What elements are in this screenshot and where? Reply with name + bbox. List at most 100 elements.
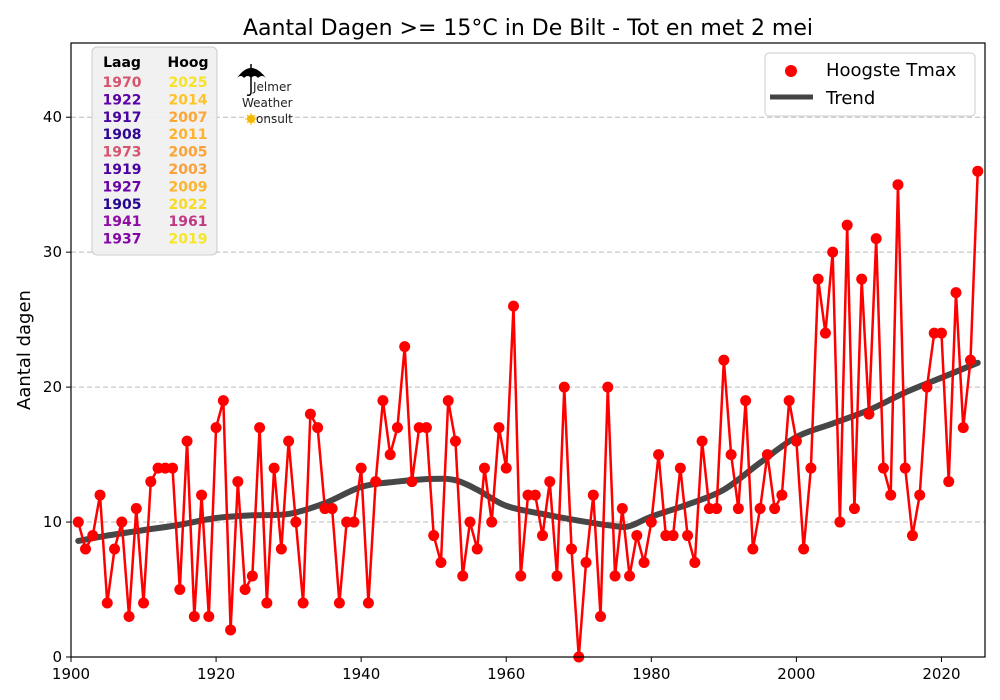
tmax-point <box>362 597 374 609</box>
tmax-point <box>566 543 578 555</box>
tmax-point <box>935 327 947 339</box>
tmax-point <box>957 422 969 434</box>
tmax-point <box>130 503 142 515</box>
legend: Hoogste Tmax Trend <box>764 52 976 117</box>
x-tick-label: 1980 <box>632 665 670 683</box>
tmax-point <box>595 611 607 623</box>
tmax-point <box>507 300 519 312</box>
legend-label-tmax: Hoogste Tmax <box>826 60 957 81</box>
tmax-point <box>790 435 802 447</box>
logo-line-1: Jelmer <box>252 80 291 94</box>
tmax-point <box>653 449 665 461</box>
tmax-point <box>116 516 128 528</box>
legend-label-trend: Trend <box>825 88 875 109</box>
tmax-point <box>348 516 360 528</box>
ranking-high-year: 2003 <box>169 162 208 178</box>
tmax-point <box>827 246 839 258</box>
ranking-header-low: Laag <box>103 55 141 71</box>
tmax-point <box>892 179 904 191</box>
tmax-point <box>391 422 403 434</box>
tmax-point <box>304 408 316 420</box>
ranking-high-year: 2007 <box>169 110 208 126</box>
grid-lines <box>71 116 985 523</box>
tmax-point <box>478 462 490 474</box>
tmax-point <box>667 530 679 542</box>
ranking-low-year: 1905 <box>103 197 142 213</box>
tmax-point <box>631 530 643 542</box>
ranking-low-year: 1927 <box>103 179 142 195</box>
tmax-point <box>145 476 157 488</box>
ranking-low-year: 1937 <box>103 232 142 248</box>
tmax-point <box>406 476 418 488</box>
tmax-point <box>428 530 440 542</box>
ranking-high-year: 2025 <box>169 75 208 91</box>
tmax-point <box>587 489 599 501</box>
tmax-point <box>377 395 389 407</box>
tmax-point <box>326 503 338 515</box>
trend-line <box>75 359 981 544</box>
tmax-point <box>384 449 396 461</box>
tmax-point <box>87 530 99 542</box>
tmax-point <box>181 435 193 447</box>
tmax-point <box>616 503 628 515</box>
tmax-point <box>109 543 121 555</box>
tmax-point <box>856 273 868 285</box>
tmax-point <box>914 489 926 501</box>
tmax-point <box>805 462 817 474</box>
tmax-point <box>906 530 918 542</box>
tmax-point <box>877 462 889 474</box>
tmax-point <box>449 435 461 447</box>
tmax-point <box>268 462 280 474</box>
tmax-point <box>101 597 113 609</box>
y-tick-label: 40 <box>43 108 62 126</box>
series-layer <box>72 165 984 663</box>
x-tick-label: 1920 <box>197 665 235 683</box>
logo: Jelmer Weather onsult <box>237 64 293 126</box>
tmax-point <box>72 516 84 528</box>
legend-box <box>764 52 976 117</box>
tmax-point <box>921 381 933 393</box>
trend-layer <box>75 359 981 544</box>
tmax-point <box>682 530 694 542</box>
y-tick-label: 30 <box>43 243 62 261</box>
tmax-point <box>885 489 897 501</box>
tmax-point <box>174 584 186 596</box>
sun-icon <box>245 113 257 125</box>
tmax-point <box>558 381 570 393</box>
tmax-point <box>537 530 549 542</box>
tmax-point <box>457 570 469 582</box>
tmax-point <box>754 503 766 515</box>
tmax-point <box>718 354 730 366</box>
tmax-point <box>834 516 846 528</box>
tmax-point <box>769 503 781 515</box>
ranking-low-year: 1908 <box>103 127 142 143</box>
tmax-point <box>435 557 447 569</box>
ranking-low-year: 1919 <box>103 162 142 178</box>
tmax-point <box>239 584 251 596</box>
tmax-point <box>783 395 795 407</box>
tmax-point <box>493 422 505 434</box>
tmax-point <box>638 557 650 569</box>
tmax-point <box>747 543 759 555</box>
ranking-high-year: 1961 <box>169 214 208 230</box>
tmax-point <box>689 557 701 569</box>
tmax-point <box>399 341 411 353</box>
ranking-table: Laag Hoog 1970 2025 1922 2014 1917 2007 1908 20… <box>91 46 218 256</box>
tmax-point <box>290 516 302 528</box>
ranking-high-year: 2014 <box>169 92 208 108</box>
y-tick-label: 10 <box>43 513 62 531</box>
ranking-low-year: 1917 <box>103 110 142 126</box>
tmax-point <box>246 570 258 582</box>
tmax-point <box>602 381 614 393</box>
ranking-header-high: Hoog <box>168 55 209 71</box>
tmax-point <box>94 489 106 501</box>
tmax-point <box>696 435 708 447</box>
tmax-point <box>711 503 723 515</box>
tmax-point <box>167 462 179 474</box>
tmax-point <box>312 422 324 434</box>
tmax-point <box>210 422 222 434</box>
tmax-point <box>972 165 984 177</box>
tmax-point <box>819 327 831 339</box>
tmax-point <box>355 462 367 474</box>
tmax-point <box>812 273 824 285</box>
